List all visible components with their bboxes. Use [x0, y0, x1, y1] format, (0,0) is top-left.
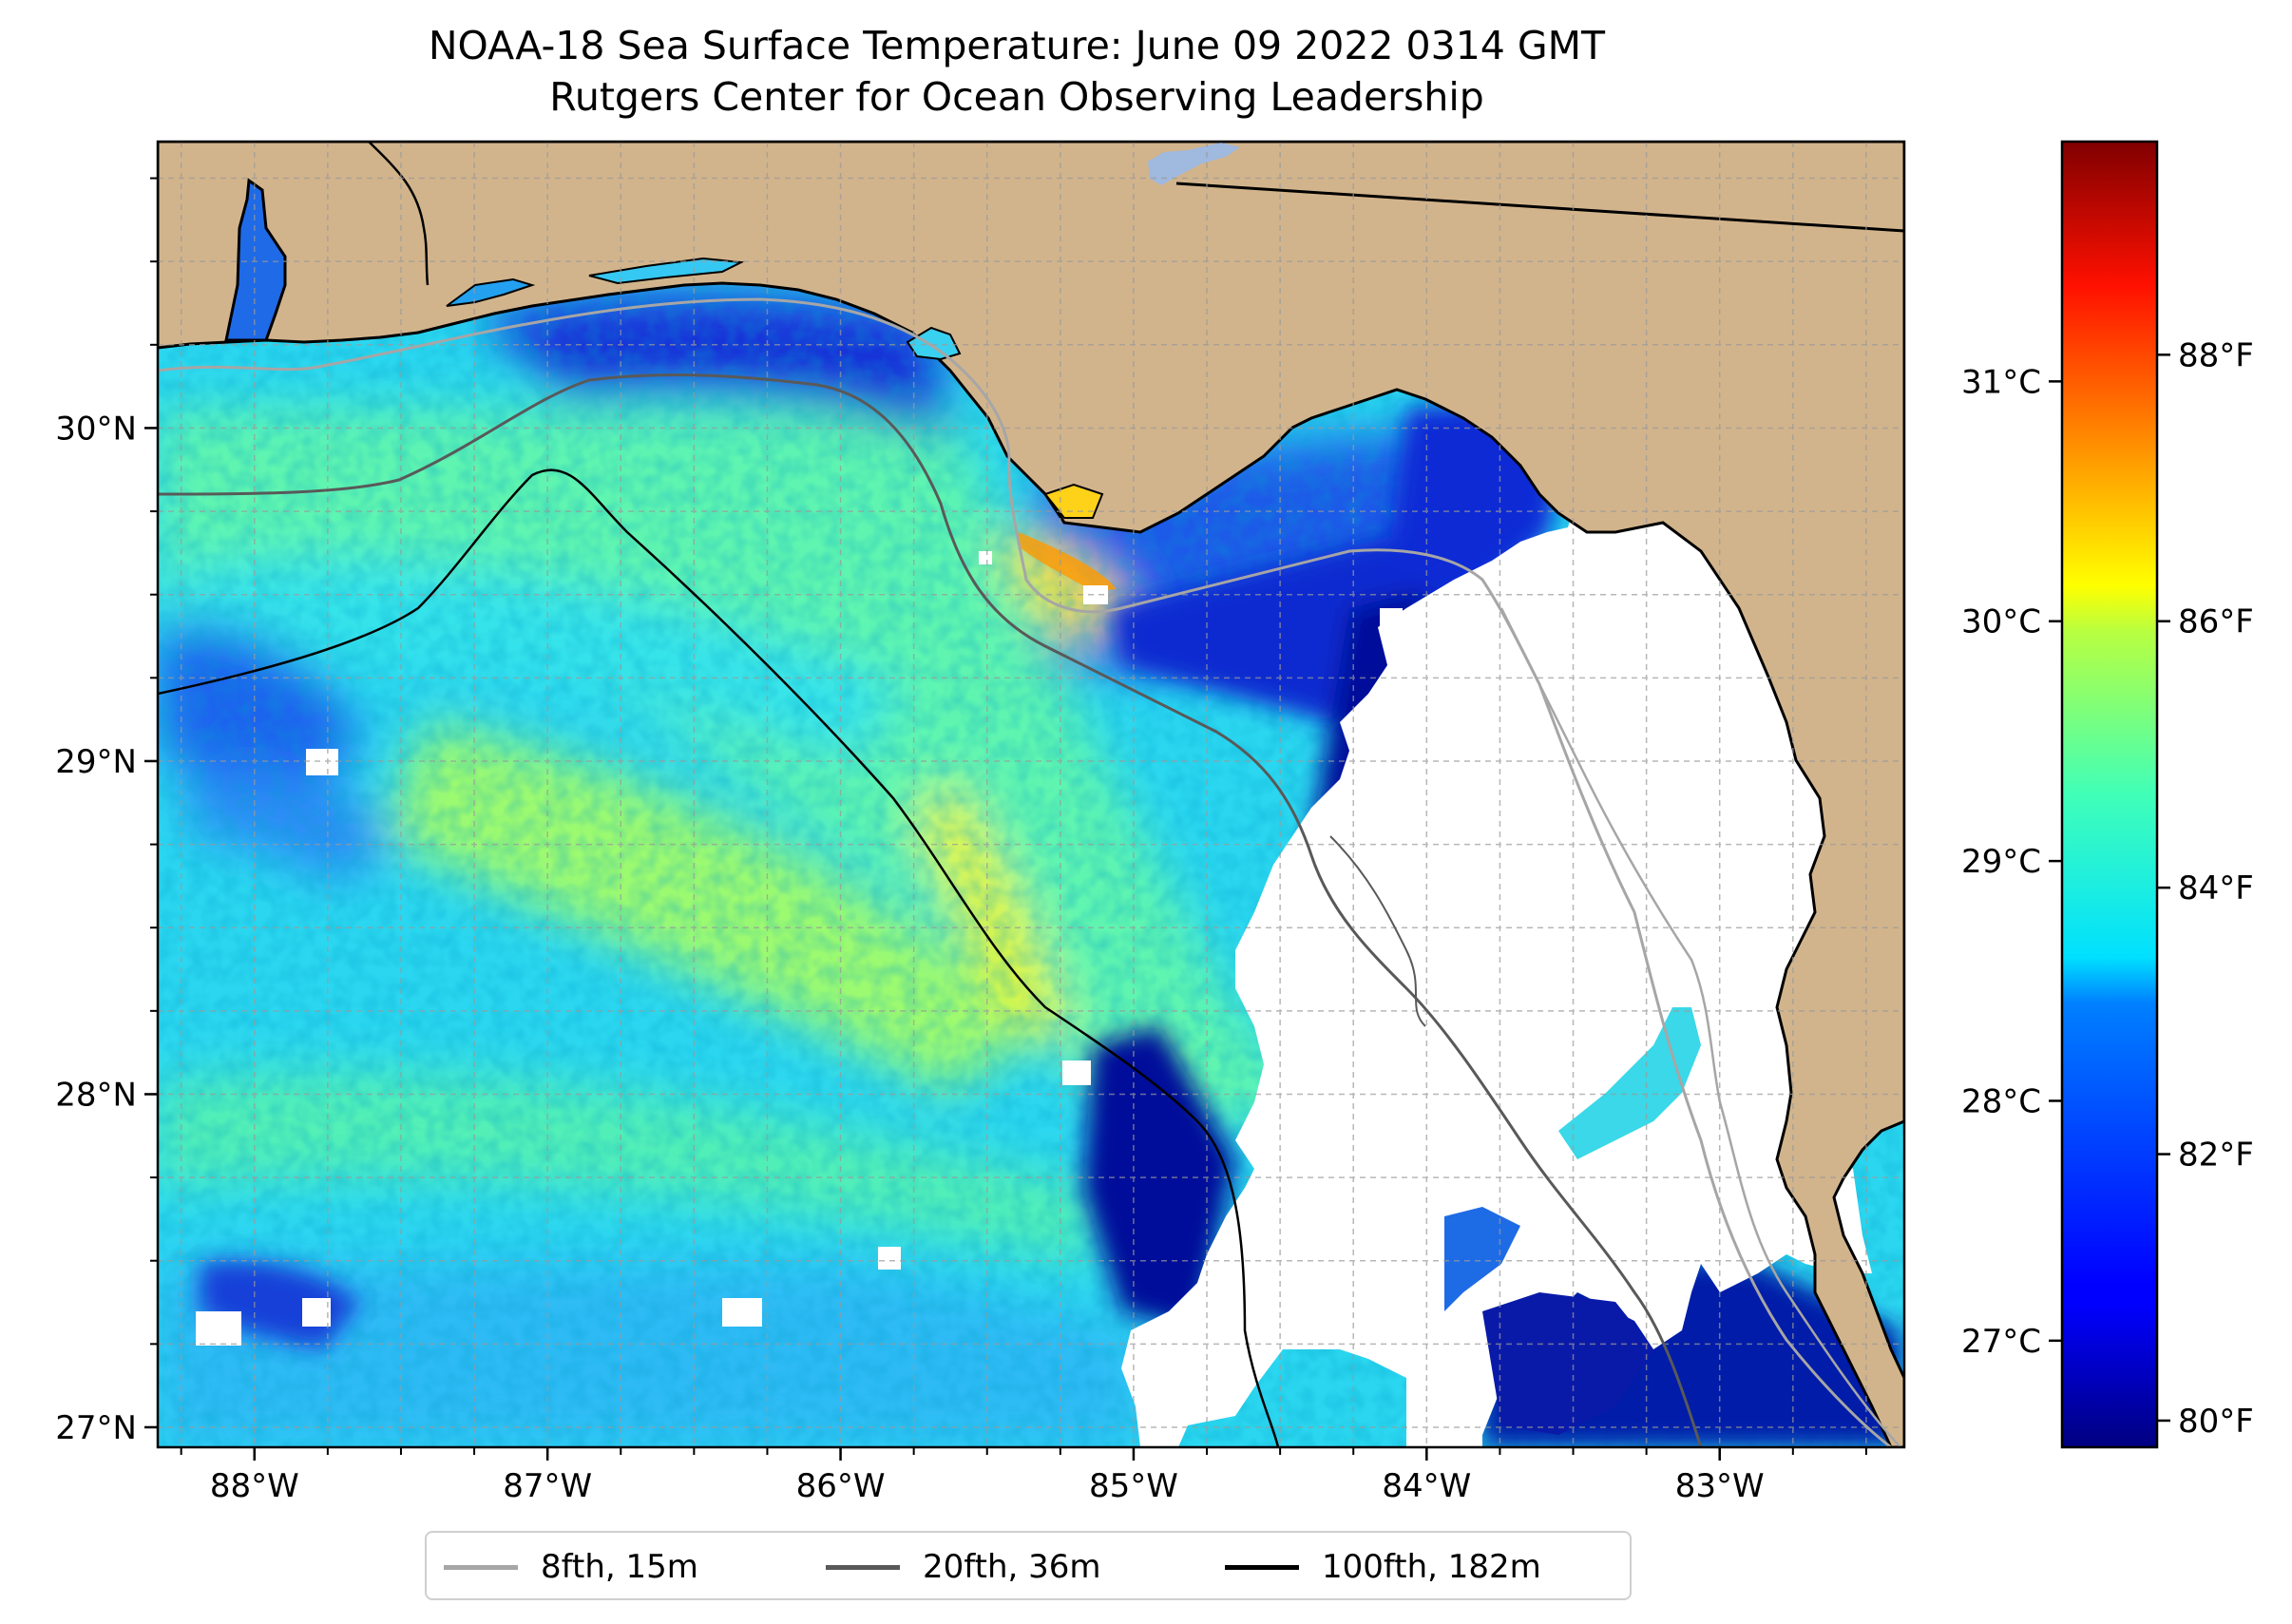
colorbar-fahrenheit-axis: 80°F 82°F 84°F 86°F 88°F: [2157, 336, 2254, 1441]
gridlines: [158, 142, 1904, 1447]
contour-8fth: [158, 297, 1892, 1447]
mobile-bay: [224, 178, 287, 342]
lake: [1148, 143, 1240, 185]
lat-tick-label: 28°N: [55, 1076, 137, 1114]
legend-label-100fth: 100fth, 182m: [1322, 1548, 1541, 1586]
coastal-bay: [588, 257, 745, 285]
map-panel: [158, 142, 1904, 1447]
colorbar-f-label: 88°F: [2178, 336, 2254, 374]
colorbar-c-label: 29°C: [1961, 843, 2041, 881]
colorbar-f-label: 84°F: [2178, 869, 2254, 908]
legend-swatch-20fth: [826, 1564, 900, 1570]
cloud-mask: [1121, 437, 1872, 1447]
legend-label-8fth: 8fth, 15m: [541, 1548, 698, 1586]
bathymetry-legend: 8fth, 15m 20fth, 36m 100fth, 182m: [425, 1531, 1632, 1600]
colorbar-celsius-axis: 27°C 28°C 29°C 30°C 31°C: [1961, 363, 2062, 1361]
lon-tick-label: 88°W: [210, 1467, 299, 1505]
colorbar-c-label: 30°C: [1961, 603, 2041, 641]
lat-tick-label: 30°N: [55, 410, 137, 448]
coastal-bay: [906, 326, 962, 361]
legend-item-8fth: 8fth, 15m: [444, 1546, 698, 1588]
lon-tick-label: 87°W: [503, 1467, 592, 1505]
sst-patch: [1558, 1007, 1701, 1159]
lon-tick-label: 84°W: [1382, 1467, 1471, 1505]
state-border: [368, 142, 430, 286]
lat-tick-label: 27°N: [55, 1409, 137, 1447]
land-north-gulf-coast: [158, 142, 1904, 1447]
contour-20fth: [158, 373, 1703, 1447]
legend-label-20fth: 20fth, 36m: [923, 1548, 1101, 1586]
coastal-bay: [446, 277, 536, 307]
legend-swatch-100fth: [1225, 1564, 1299, 1570]
map-subtitle: Rutgers Center for Ocean Observing Leade…: [549, 74, 1484, 120]
apalachee-bay: [1043, 483, 1104, 519]
map-title: NOAA-18 Sea Surface Temperature: June 09…: [428, 23, 1606, 68]
cloud-gaps: [196, 551, 1403, 1346]
legend-item-20fth: 20fth, 36m: [826, 1546, 1101, 1588]
colorbar-f-label: 86°F: [2178, 603, 2254, 641]
colorbar-c-label: 28°C: [1961, 1082, 2041, 1120]
contour-8fth: [1499, 607, 1901, 1447]
contour-100fth: [158, 468, 1280, 1447]
latitude-axis: 30°N 29°N 28°N 27°N: [55, 177, 158, 1447]
lon-tick-label: 86°W: [796, 1467, 886, 1505]
colorbar: 80°F 82°F 84°F 86°F 88°F 27°C 28°C 29°C 30°C 31°…: [1961, 140, 2254, 1449]
map-frame: [156, 140, 1906, 1449]
colorbar-c-label: 27°C: [1961, 1323, 2041, 1361]
lat-tick-label: 29°N: [55, 743, 137, 781]
colorbar-f-label: 82°F: [2178, 1137, 2254, 1175]
contour-20fth: [1329, 835, 1426, 1027]
lon-tick-label: 85°W: [1089, 1467, 1178, 1505]
lon-tick-label: 83°W: [1675, 1467, 1765, 1505]
sst-patch: [1444, 1207, 1520, 1311]
colorbar-c-label: 31°C: [1961, 363, 2041, 401]
longitude-axis: 88°W 87°W 86°W 85°W 84°W 83°W: [180, 1447, 1867, 1505]
legend-swatch-8fth: [444, 1564, 518, 1570]
sst-patch: [1482, 1292, 1653, 1435]
colorbar-gradient: [2060, 140, 2159, 1449]
state-border: [1175, 182, 1904, 233]
legend-item-100fth: 100fth, 182m: [1225, 1546, 1541, 1588]
colorbar-f-label: 80°F: [2178, 1403, 2254, 1441]
